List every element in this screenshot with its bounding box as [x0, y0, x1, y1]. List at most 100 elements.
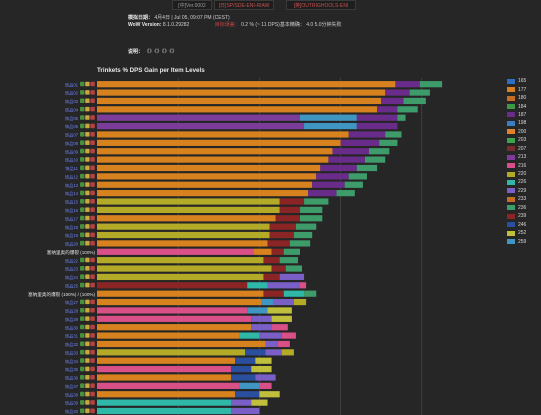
category-label[interactable]: 饰品40 — [65, 408, 79, 415]
sim-date-value: 4月4日 | Jul 05, 09:07 PM (CEST) — [154, 15, 230, 21]
bar-segment — [255, 357, 272, 364]
item-icon — [90, 98, 95, 104]
bar-segment — [97, 315, 252, 322]
item-icon — [80, 408, 85, 414]
category-label[interactable]: 饰品14 — [65, 190, 79, 197]
bar-segment — [97, 89, 386, 96]
category-label[interactable]: 塞纳里奥的爆裂 (100%) / (100%) — [28, 291, 95, 298]
legend-label: 177 — [518, 86, 527, 93]
category-label[interactable]: 饰品29 — [65, 316, 79, 323]
bar-segment — [97, 340, 266, 348]
category-label[interactable]: 饰品32 — [65, 341, 79, 348]
item-icon — [85, 140, 90, 145]
item-icon — [80, 257, 85, 263]
tab-0[interactable]: [中]Ver.0002 — [172, 0, 212, 10]
legend-item: 236 — [507, 204, 526, 212]
category-label[interactable]: 饰品15 — [65, 199, 79, 206]
item-icon — [90, 341, 95, 347]
bar-segment — [230, 366, 252, 373]
bar-segment — [332, 148, 370, 155]
item-icon — [85, 131, 90, 137]
category-label[interactable]: 饰品37 — [65, 383, 79, 390]
category-label[interactable]: 饰品05 — [65, 115, 79, 122]
category-label[interactable]: 饰品07 — [65, 132, 79, 139]
bar-segment — [97, 407, 231, 415]
category-label[interactable]: 饰品06 — [65, 123, 79, 130]
tab-2[interactable]: [英]OUTRIGHOOLS-ENI — [286, 0, 356, 10]
tab-1[interactable]: [日]SP/SDE-ENI-RIAW — [214, 0, 274, 10]
sim-date-label: 模拟日期： — [128, 15, 154, 21]
item-icon — [80, 98, 85, 104]
item-icon — [80, 232, 85, 238]
category-label[interactable]: 饰品28 — [65, 308, 79, 315]
category-label[interactable]: 饰品16 — [65, 207, 79, 214]
legend-label: 184 — [518, 103, 527, 110]
category-label[interactable]: 饰品35 — [65, 366, 79, 373]
item-icon — [85, 240, 90, 246]
category-label[interactable]: 饰品30 — [65, 324, 79, 331]
item-icon — [80, 207, 85, 212]
bar-segment — [289, 240, 311, 247]
category-label[interactable]: 饰品18 — [65, 224, 79, 231]
legend-swatch — [507, 137, 515, 143]
chart-legend: 165 177 180 184 187 198 200 203 207 213 216 220 226 2… — [507, 77, 526, 246]
category-label[interactable]: 饰品12 — [65, 173, 79, 180]
legend-item: 200 — [507, 128, 526, 136]
item-icon — [90, 165, 95, 171]
category-label[interactable]: 饰品03 — [65, 98, 79, 105]
bar-segment — [255, 374, 276, 381]
item-icon — [85, 157, 90, 162]
item-icon — [85, 115, 90, 120]
bar-segment — [283, 248, 300, 255]
bar-segment — [97, 97, 382, 105]
category-label[interactable]: 饰品23 — [65, 266, 79, 273]
category-label[interactable]: 饰品02 — [65, 90, 79, 97]
category-label[interactable]: 饰品24 — [65, 274, 79, 281]
legend-swatch — [507, 154, 515, 160]
category-label[interactable]: 饰品25 — [65, 282, 79, 289]
target-error-label: 目标误差： — [214, 22, 240, 28]
category-label[interactable]: 饰品36 — [65, 375, 79, 382]
bar-segment — [273, 298, 294, 306]
notes-label: 说明： — [128, 49, 144, 55]
category-label[interactable]: 塞纳里奥的爆裂 (100%) — [47, 249, 96, 256]
item-icon — [90, 257, 95, 263]
category-label[interactable]: 饰品39 — [65, 400, 79, 407]
legend-item: 239 — [507, 212, 526, 220]
category-label[interactable]: 饰品34 — [65, 358, 79, 365]
bar-segment — [97, 139, 341, 146]
item-icon — [90, 173, 95, 179]
bar-segment — [97, 265, 272, 272]
bar-segment — [235, 391, 260, 398]
bar-segment — [409, 89, 430, 96]
bar-segment — [279, 206, 300, 213]
category-label[interactable]: 饰品10 — [65, 157, 79, 164]
item-icon — [80, 140, 85, 145]
category-label[interactable]: 饰品20 — [65, 241, 79, 248]
item-icon — [80, 165, 85, 171]
category-label[interactable]: 饰品08 — [65, 140, 79, 147]
category-label[interactable]: 饰品19 — [65, 232, 79, 239]
legend-item: 213 — [507, 153, 526, 161]
category-label[interactable]: 饰品01 — [65, 81, 79, 88]
notes-line: 说明： 《》《》《》《》 — [128, 49, 177, 56]
category-label[interactable]: 饰品04 — [65, 106, 79, 113]
category-label[interactable]: 饰品22 — [65, 257, 79, 264]
legend-swatch — [507, 230, 515, 236]
category-label[interactable]: 饰品11 — [65, 165, 78, 172]
category-label[interactable]: 饰品31 — [65, 333, 79, 340]
bar-segment — [97, 164, 321, 172]
bar-segment — [300, 215, 323, 222]
category-label[interactable]: 饰品38 — [65, 391, 79, 398]
bar-segment — [97, 332, 240, 339]
category-label[interactable]: 饰品13 — [65, 182, 79, 189]
category-label[interactable]: 饰品33 — [65, 349, 79, 356]
item-icon — [85, 190, 90, 196]
bar-segment — [97, 106, 378, 113]
category-label[interactable]: 饰品17 — [65, 215, 79, 222]
category-label[interactable]: 饰品27 — [65, 299, 79, 306]
item-icon — [85, 383, 90, 388]
category-label[interactable]: 饰品09 — [65, 148, 79, 155]
wow-version-value: 8.1.0.29282 — [162, 22, 190, 28]
